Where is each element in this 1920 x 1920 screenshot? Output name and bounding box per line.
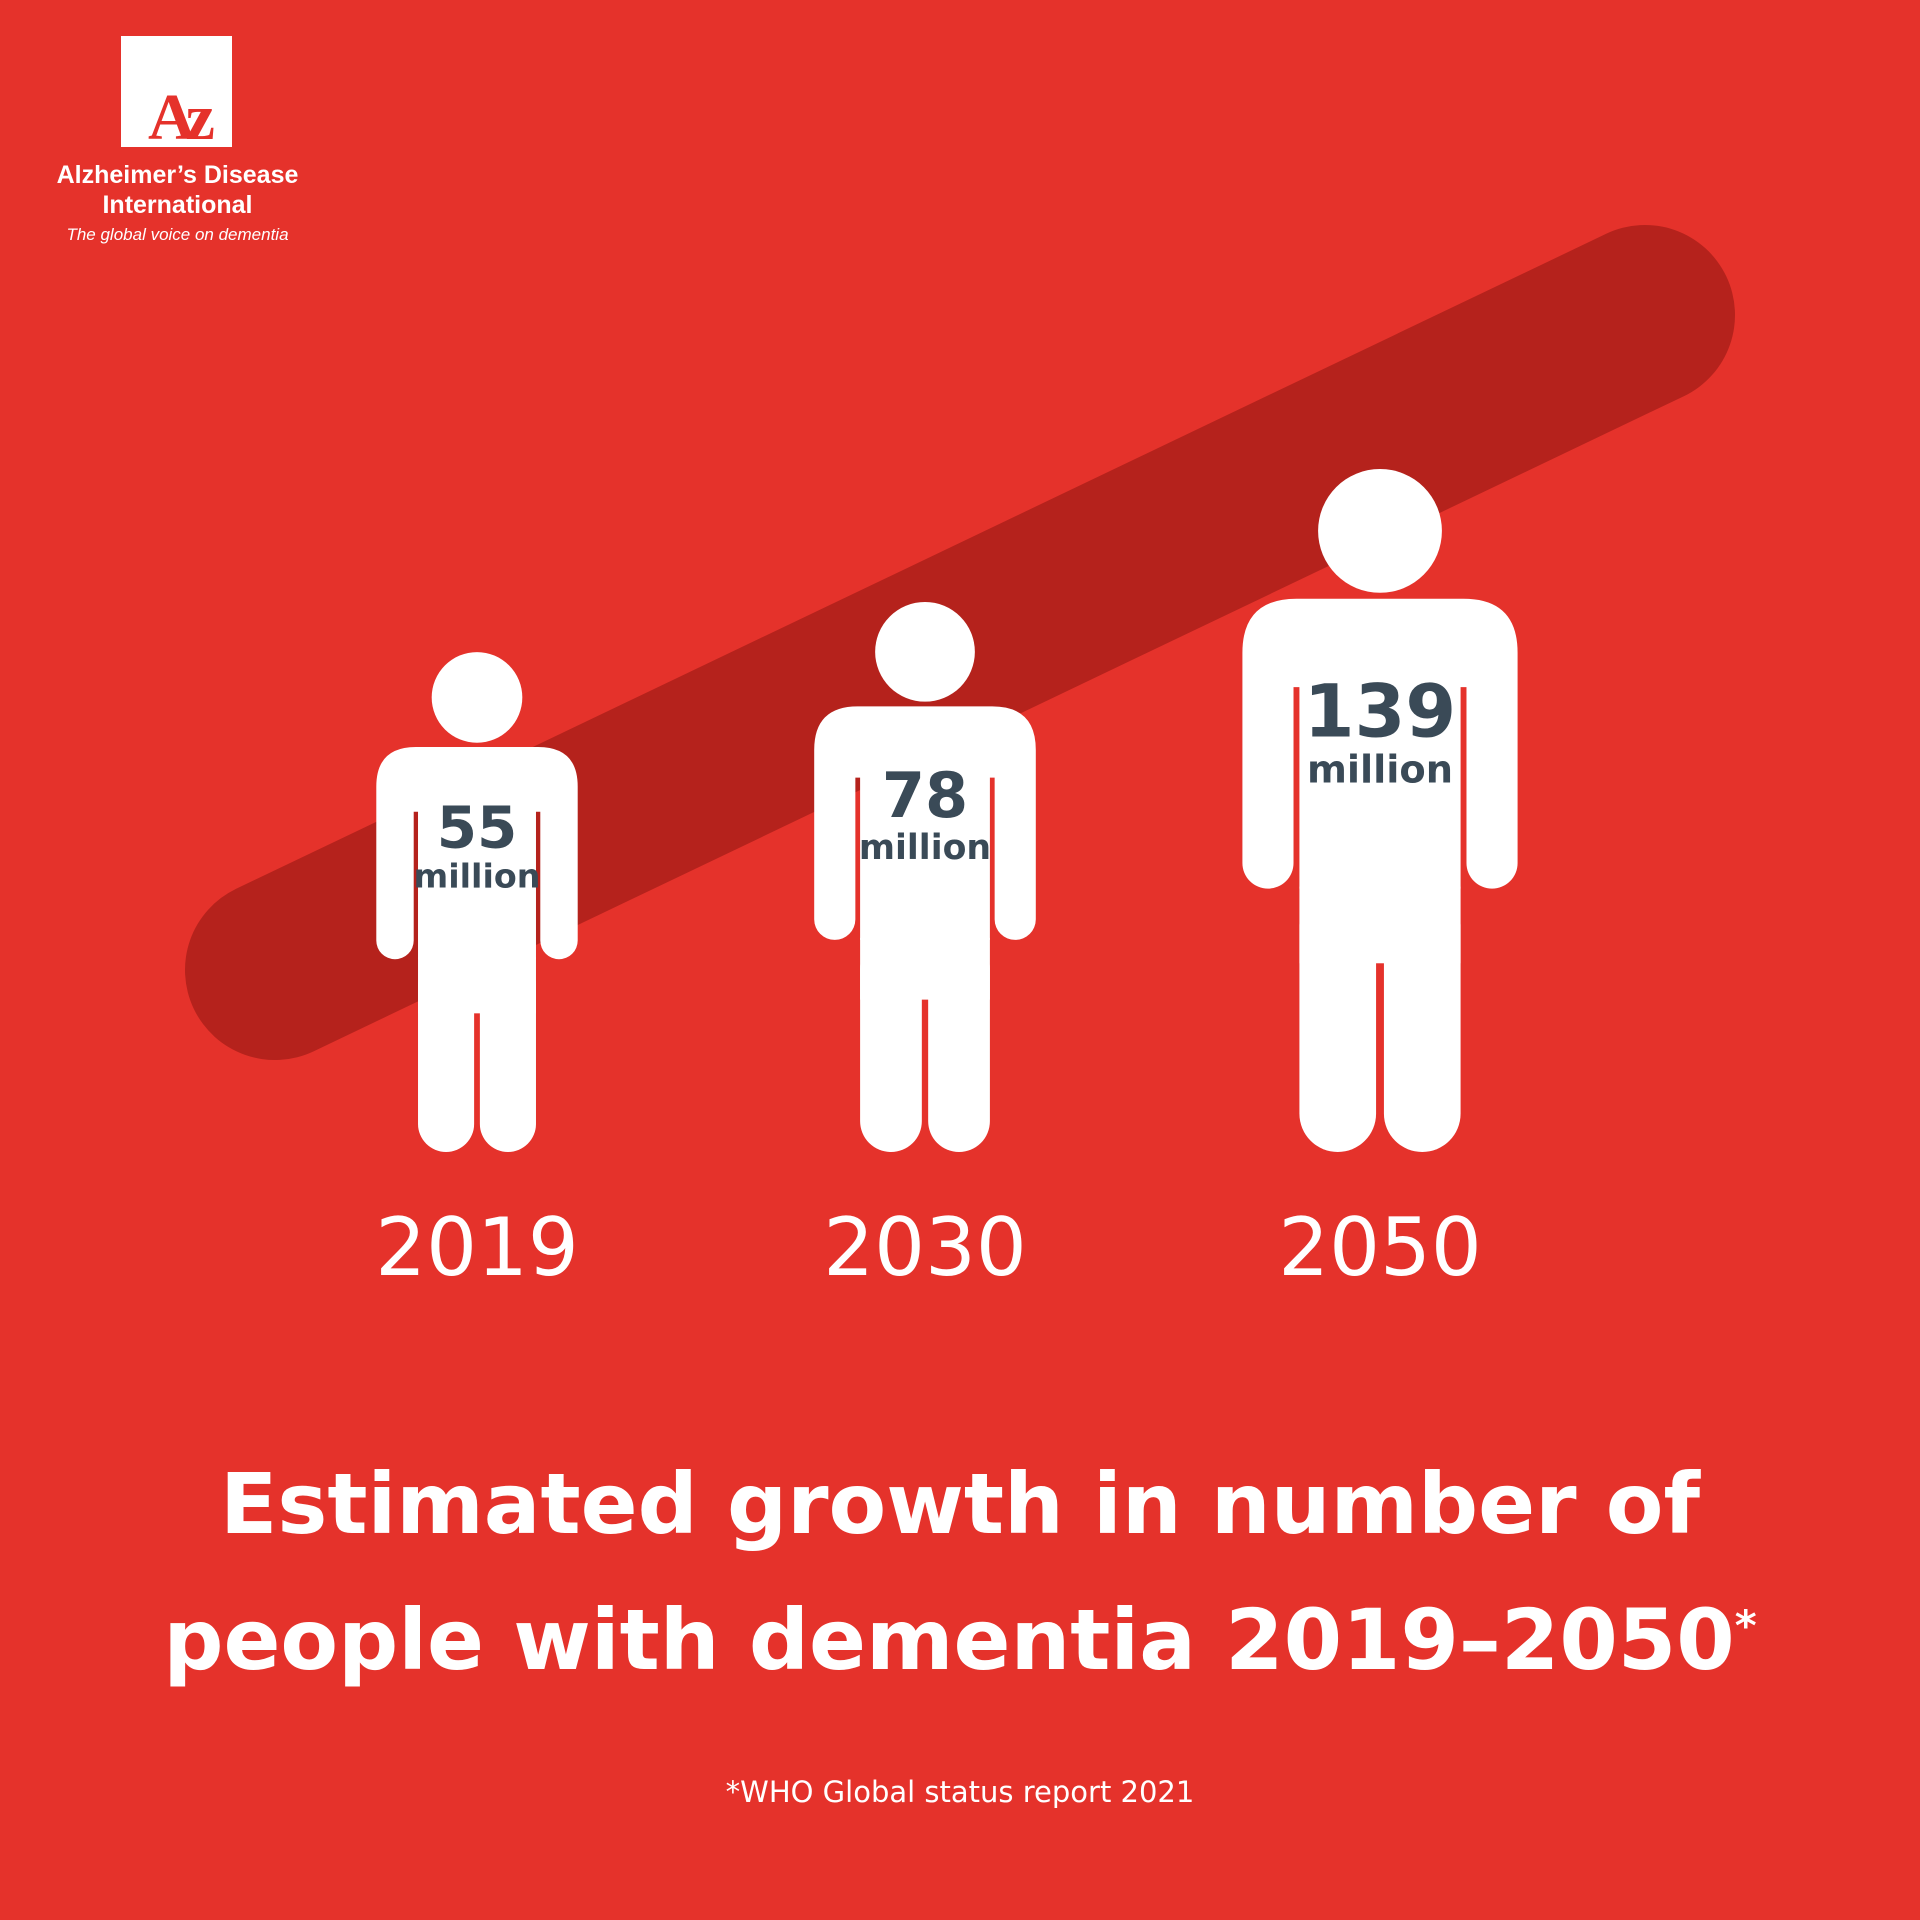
unit-label-2030: million [859,828,991,868]
year-label-2030: 2030 [823,1201,1027,1294]
chart-title-line2-text: people with dementia 2019–2050 [163,1591,1734,1689]
value-label-2030: 78 [882,759,968,832]
figure-hip [418,957,536,1013]
title-footnote-mark: * [1735,1601,1757,1650]
figure-head [1318,469,1442,593]
figure-head [875,602,975,702]
value-label-2050: 139 [1304,669,1456,754]
chart-title-line2: people with dementia 2019–2050* [60,1598,1860,1682]
year-label-2019: 2019 [375,1201,579,1294]
figure-hip [1299,887,1460,964]
chart-title-line1: Estimated growth in number of [60,1462,1860,1546]
value-label-2019: 55 [437,794,518,862]
unit-label-2050: million [1307,747,1453,792]
source-footnote: *WHO Global status report 2021 [0,1775,1920,1809]
figure-hip [860,938,990,1000]
year-label-2050: 2050 [1278,1201,1482,1294]
unit-label-2019: million [414,857,541,896]
figure-head [432,652,523,743]
